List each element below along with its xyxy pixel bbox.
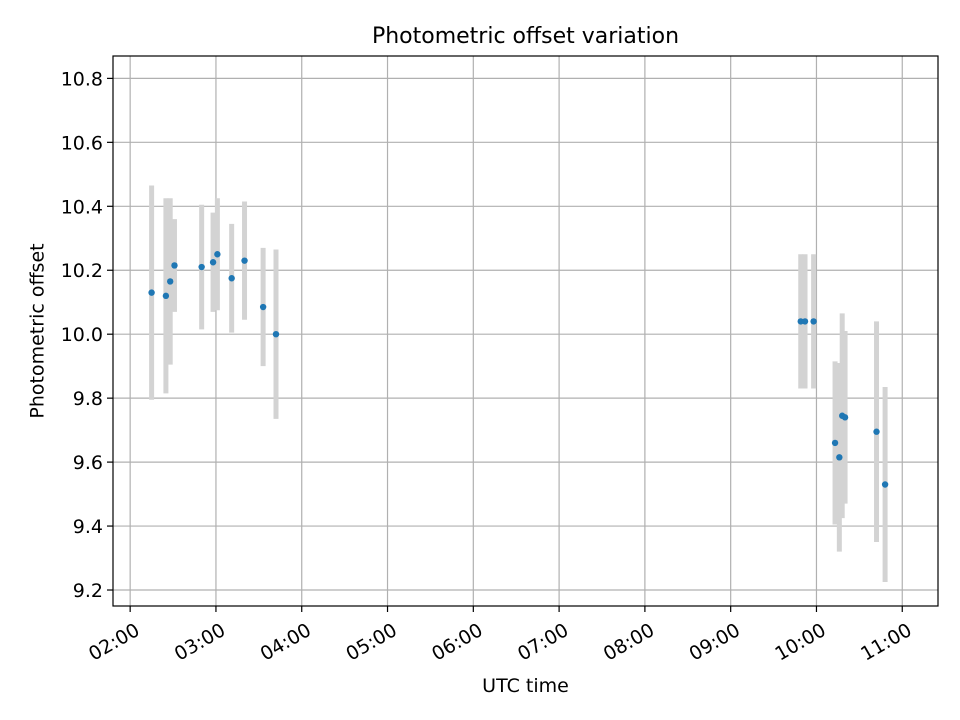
data-point xyxy=(148,289,155,296)
data-point xyxy=(214,251,221,258)
x-tick-label: 04:00 xyxy=(257,619,315,665)
y-tick-label: 10.4 xyxy=(61,196,103,218)
y-tick-label: 10.0 xyxy=(61,324,103,346)
data-point xyxy=(241,257,248,264)
x-tick-label: 05:00 xyxy=(342,619,400,665)
y-tick-label: 9.8 xyxy=(73,388,103,410)
data-point xyxy=(873,428,880,435)
data-point xyxy=(228,275,235,282)
data-point xyxy=(831,439,839,447)
x-tick-label: 06:00 xyxy=(428,619,486,665)
data-point xyxy=(881,481,889,488)
data-point xyxy=(272,330,280,338)
y-tick-label: 9.4 xyxy=(73,516,103,538)
data-point xyxy=(801,318,809,325)
data-point xyxy=(209,259,217,266)
y-tick-label: 9.2 xyxy=(73,580,103,602)
data-point xyxy=(259,303,267,311)
x-tick-label: 07:00 xyxy=(514,619,572,665)
y-tick-label: 10.8 xyxy=(61,68,103,90)
data-points xyxy=(148,251,889,488)
data-point xyxy=(841,414,849,421)
y-tick-label: 9.6 xyxy=(73,452,103,474)
x-tick-label: 08:00 xyxy=(600,619,658,665)
plot-frame xyxy=(112,55,939,607)
data-point xyxy=(162,292,170,300)
ticks: 02:00 03:00 04:00 05:00 06:00 07:00 08:00 09:00… xyxy=(61,68,916,665)
y-tick-label: 10.2 xyxy=(61,260,103,282)
data-point xyxy=(171,262,178,269)
grid xyxy=(113,56,938,606)
x-tick-label: 02:00 xyxy=(85,619,143,665)
data-point xyxy=(166,278,174,285)
error-bars xyxy=(149,185,888,583)
data-point xyxy=(198,263,205,271)
x-tick-label: 11:00 xyxy=(857,619,915,665)
x-axis-label: UTC time xyxy=(482,675,569,697)
y-axis-label: Photometric offset xyxy=(27,243,49,418)
y-tick-label: 10.6 xyxy=(61,132,103,154)
x-tick-label: 09:00 xyxy=(686,619,744,665)
chart-title: Photometric offset variation xyxy=(372,24,679,49)
data-point xyxy=(810,318,817,325)
x-tick-label: 03:00 xyxy=(171,619,229,665)
x-tick-label: 10:00 xyxy=(771,619,829,665)
data-point xyxy=(836,454,843,461)
